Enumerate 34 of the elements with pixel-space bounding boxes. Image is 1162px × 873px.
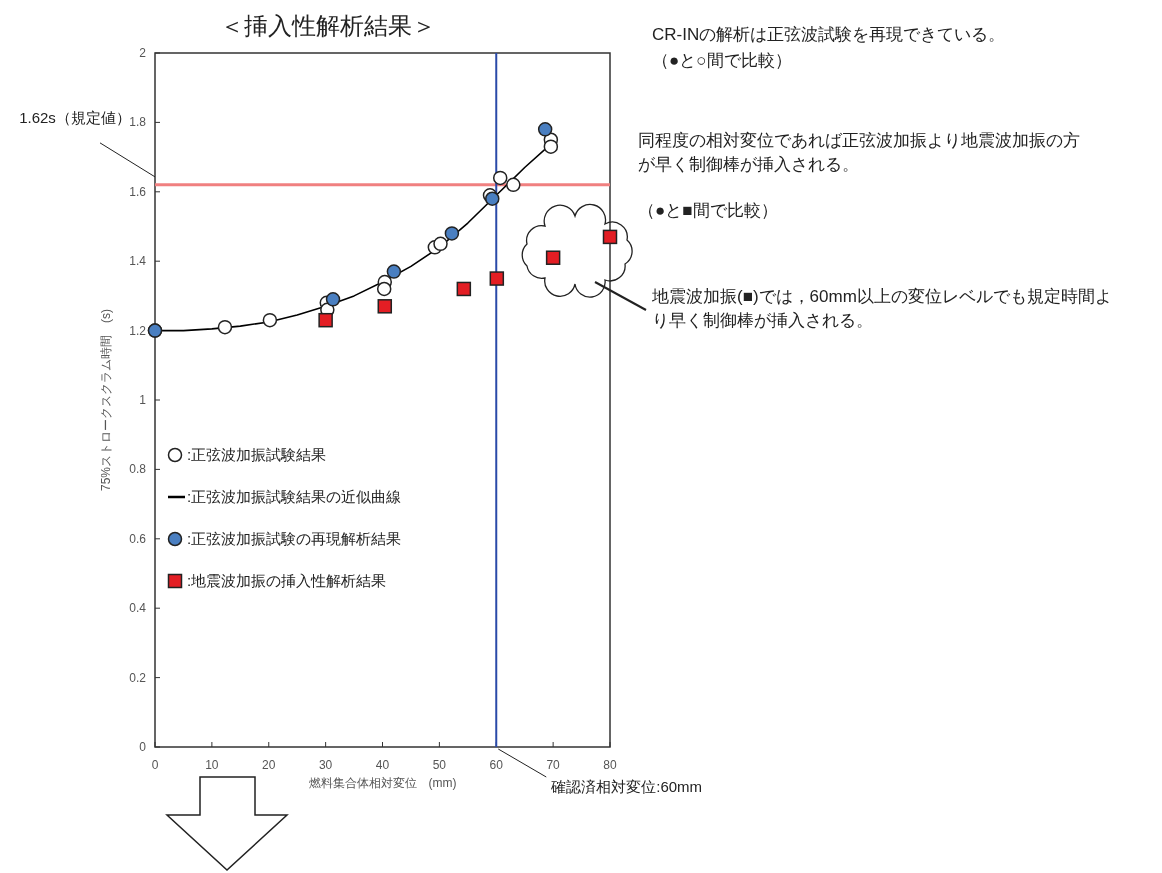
chart-title: ＜挿入性解析結果＞ [220, 12, 436, 39]
x-tick-label: 0 [151, 758, 159, 772]
legend-label: :地震波加振の挿入性解析結果 [187, 572, 387, 589]
y-tick-label: 0.6 [129, 531, 147, 546]
legend-label: :正弦波加振試験結果の近似曲線 [187, 488, 402, 505]
x-tick-label: 10 [205, 758, 219, 772]
x-tick-label: 60 [489, 758, 504, 772]
y-tick-label: 1.8 [129, 115, 147, 130]
ref-line-label: 1.62s（規定値） [19, 108, 131, 126]
text: 同程度の相対変位であれば正弦波加振より地震波加振の方が早く制御棒が挿入される。 [638, 131, 1080, 174]
x-axis-title: 燃料集合体相対変位 (mm) [308, 776, 457, 790]
legend-label: :正弦波加振試験の再現解析結果 [187, 530, 402, 547]
y-tick-label: 1 [139, 393, 147, 407]
text: （●と■間で比較） [638, 201, 778, 220]
x-tick-label: 50 [432, 758, 447, 772]
y-tick-label: 0 [139, 740, 147, 754]
x-tick-label: 70 [546, 758, 561, 772]
y-tick-label: 0.4 [129, 601, 147, 616]
y-tick-label: 0.8 [129, 462, 147, 477]
y-tick-label: 2 [139, 46, 147, 60]
y-axis-title: 75%ストロークスクラム時間 (s) [99, 308, 113, 492]
ref-line-label: 確認済相対変位:60mm [550, 778, 703, 795]
y-tick-label: 1.6 [129, 184, 147, 199]
x-tick-label: 30 [318, 758, 333, 772]
y-tick-label: 1.2 [129, 323, 147, 338]
x-tick-label: 80 [603, 758, 617, 772]
y-tick-label: 0.2 [129, 670, 147, 685]
legend-label: :正弦波加振試験結果 [187, 446, 327, 463]
y-tick-label: 1.4 [129, 254, 147, 269]
x-tick-label: 40 [375, 758, 390, 772]
text: 地震波加振(■)では，60mm以上の変位レベルでも規定時間より早く制御棒が挿入される。 [651, 287, 1112, 330]
x-tick-label: 20 [262, 758, 276, 772]
text: （●と○間で比較） [652, 51, 792, 70]
text: CR-INの解析は正弦波試験を再現できている。 [652, 25, 1006, 44]
